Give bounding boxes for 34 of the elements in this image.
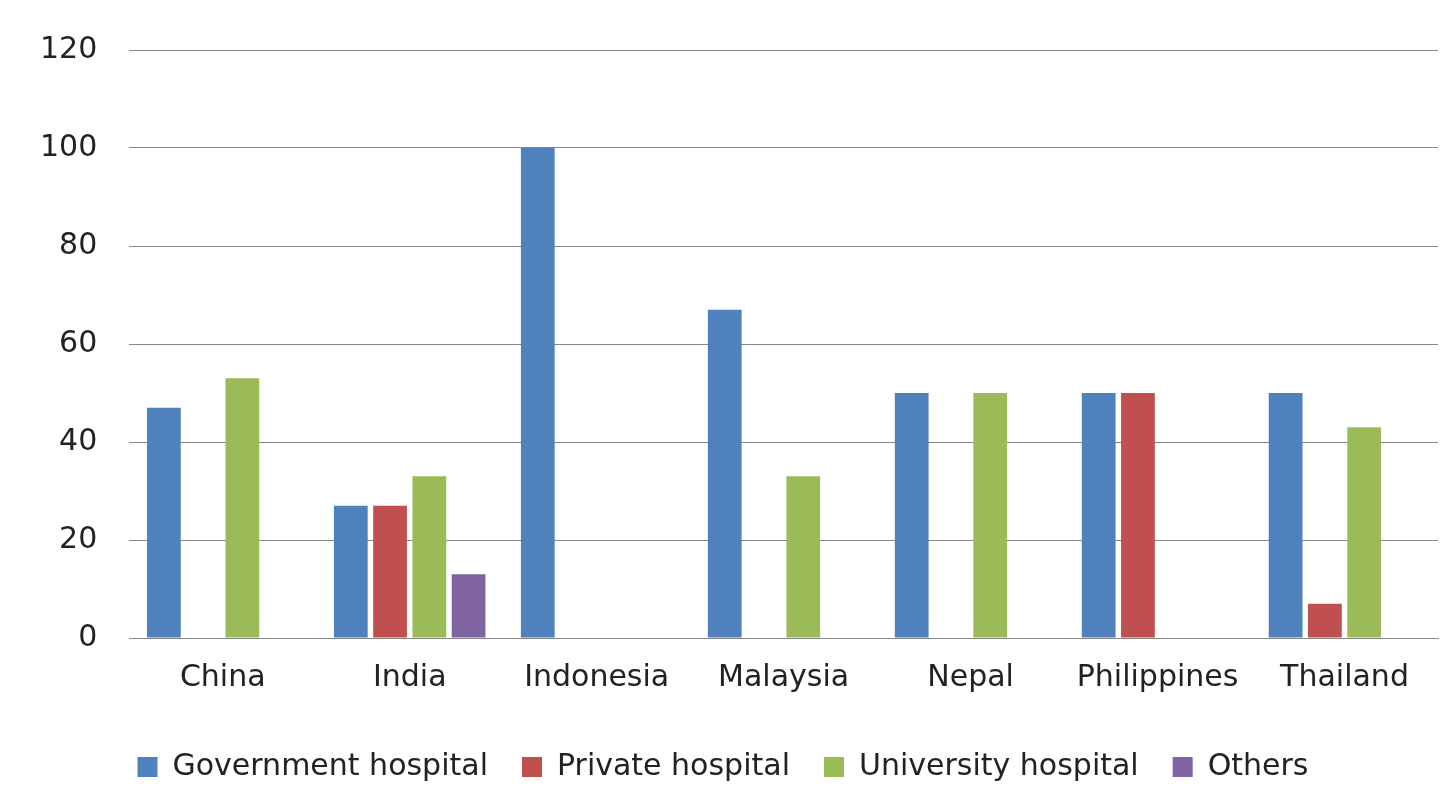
bar bbox=[520, 148, 555, 638]
bar bbox=[412, 476, 447, 638]
x-tick-label: Nepal bbox=[927, 657, 1014, 693]
bar bbox=[146, 407, 181, 638]
legend-label: Private hospital bbox=[556, 746, 790, 782]
bar bbox=[451, 574, 486, 638]
bar bbox=[973, 393, 1008, 638]
x-tick-label: China bbox=[179, 657, 266, 693]
bar bbox=[894, 393, 929, 638]
bar bbox=[225, 378, 260, 638]
bar bbox=[1121, 393, 1155, 638]
legend-label: Others bbox=[1207, 746, 1309, 782]
x-tick-label: Malaysia bbox=[718, 657, 850, 693]
bar bbox=[786, 476, 821, 638]
y-tick-label: 20 bbox=[59, 519, 98, 555]
legend-label: University hospital bbox=[858, 746, 1139, 782]
y-tick-label: 60 bbox=[59, 323, 98, 359]
bar bbox=[333, 505, 368, 638]
y-tick-label: 100 bbox=[40, 127, 98, 163]
bar bbox=[707, 309, 742, 638]
x-tick-label: Indonesia bbox=[524, 657, 670, 693]
bar bbox=[373, 505, 407, 638]
bar bbox=[1347, 427, 1382, 638]
bar bbox=[1308, 603, 1342, 638]
x-tick-label: India bbox=[372, 657, 447, 693]
bar bbox=[1268, 393, 1303, 638]
y-tick-label: 80 bbox=[59, 225, 98, 261]
bar bbox=[1081, 393, 1116, 638]
y-tick-label: 0 bbox=[78, 617, 98, 653]
legend-label: Government hospital bbox=[172, 746, 488, 782]
y-tick-label: 40 bbox=[59, 421, 98, 457]
x-tick-label: Thailand bbox=[1279, 657, 1409, 693]
y-tick-label: 120 bbox=[40, 29, 98, 65]
x-tick-label: Philippines bbox=[1076, 657, 1239, 693]
